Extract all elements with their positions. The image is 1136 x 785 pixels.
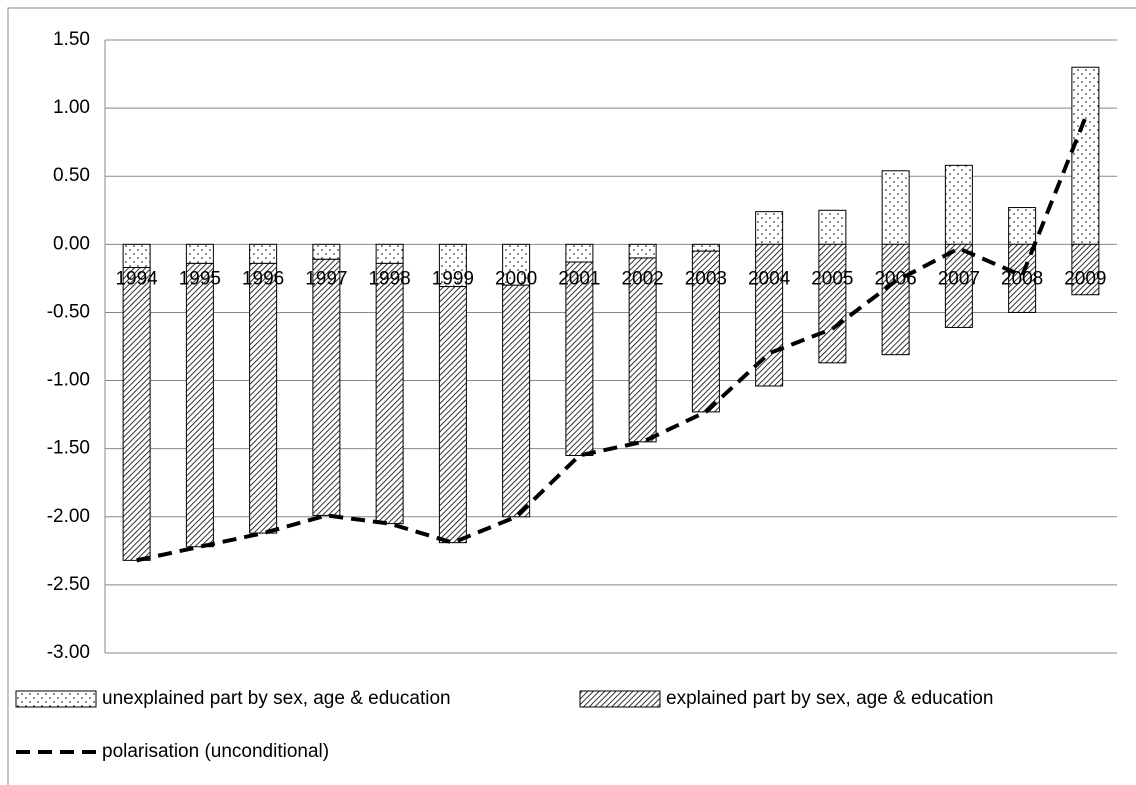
legend-label: explained part by sex, age & education (666, 688, 993, 709)
bar-segment (628, 257, 657, 443)
bar-segment (944, 243, 973, 328)
bar-segment (1008, 207, 1037, 245)
bar-segment (312, 258, 341, 516)
y-tick-label: -3.00 (47, 642, 90, 663)
x-tick-label: 1997 (305, 268, 347, 289)
legend-label: polarisation (unconditional) (102, 741, 329, 762)
x-tick-label: 2005 (811, 268, 853, 289)
bar-segment (628, 243, 657, 259)
x-tick-label: 1996 (242, 268, 284, 289)
x-tick-label: 2001 (558, 268, 600, 289)
x-tick-label: 2003 (685, 268, 727, 289)
legend-swatch (579, 690, 661, 708)
y-tick-label: 0.00 (53, 233, 90, 254)
x-tick-label: 1995 (179, 268, 221, 289)
y-tick-label: -0.50 (47, 301, 90, 322)
y-tick-label: -1.00 (47, 370, 90, 391)
bar-segment (185, 262, 214, 548)
bar-segment (691, 250, 720, 413)
legend-label: unexplained part by sex, age & education (102, 688, 451, 709)
x-tick-label: 2000 (495, 268, 537, 289)
bar-segment (944, 164, 973, 245)
bar-segment (375, 262, 404, 525)
bar-segment (502, 243, 531, 286)
line-series (136, 116, 1088, 563)
bar-segment (881, 243, 910, 356)
bar-segment (375, 243, 404, 264)
x-tick-label: 2004 (748, 268, 791, 289)
bar-segment (249, 262, 278, 534)
x-tick-label: 1994 (115, 268, 158, 289)
y-tick-label: -2.50 (47, 574, 90, 595)
bar-segment (818, 243, 847, 364)
bar-segment (881, 170, 910, 245)
x-tick-label: 2002 (621, 268, 663, 289)
bar-segment (818, 209, 847, 245)
bar-segment (438, 243, 467, 288)
y-tick-label: 0.50 (53, 165, 90, 186)
bar-segment (185, 243, 214, 264)
legend-swatch (15, 690, 97, 708)
y-tick-label: 1.50 (53, 29, 90, 50)
y-tick-label: -1.50 (47, 438, 90, 459)
bar-segment (122, 266, 151, 561)
x-tick-label: 1998 (368, 268, 410, 289)
bar-segment (565, 261, 594, 456)
bar-segment (691, 243, 720, 252)
x-tick-label: 1999 (432, 268, 474, 289)
bar-segment (249, 243, 278, 264)
bar-segment (755, 211, 784, 245)
chart-border (7, 7, 1136, 785)
bar-segment (502, 284, 531, 518)
x-tick-label: 2008 (1001, 268, 1043, 289)
bar-segment (122, 243, 151, 268)
bar-segment (1071, 66, 1100, 245)
bar-segment (1071, 243, 1100, 296)
bar-segment (438, 286, 467, 544)
bar-segment (1008, 243, 1037, 313)
x-tick-label: 2009 (1064, 268, 1106, 289)
bar-segment (312, 243, 341, 260)
y-tick-label: -2.00 (47, 506, 90, 527)
bar-segment (565, 243, 594, 263)
y-tick-label: 1.00 (53, 97, 90, 118)
x-tick-label: 2007 (938, 268, 980, 289)
